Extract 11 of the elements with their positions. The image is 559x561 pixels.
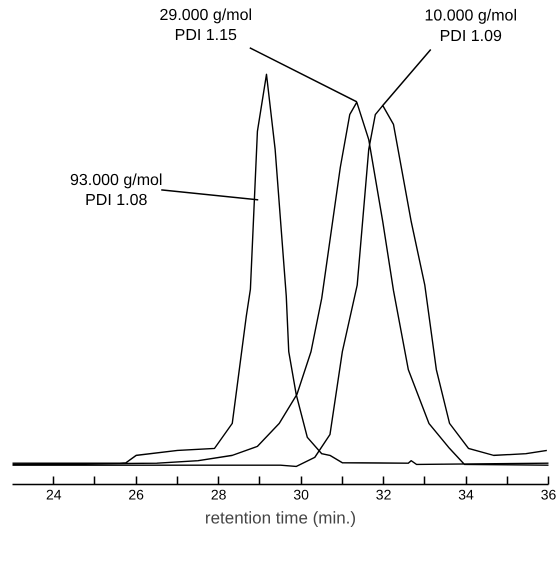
x-tick-label: 32 (376, 486, 392, 502)
x-tick-label: 36 (540, 486, 556, 502)
annotation: 10.000 g/mol PDI 1.09 (424, 8, 518, 45)
annotation: 29.000 g/mol PDI 1.15 (160, 6, 252, 44)
annotation: 93.000 g/mol PDI 1.08 (70, 172, 162, 210)
x-tick-label: 24 (46, 486, 62, 502)
x-tick-label: 34 (458, 486, 474, 502)
x-tick-label: 28 (210, 486, 227, 502)
x-tick-label: 30 (293, 486, 310, 502)
x-tick-label: 26 (128, 486, 144, 502)
x-axis-title: retention time (min.) (204, 508, 356, 528)
